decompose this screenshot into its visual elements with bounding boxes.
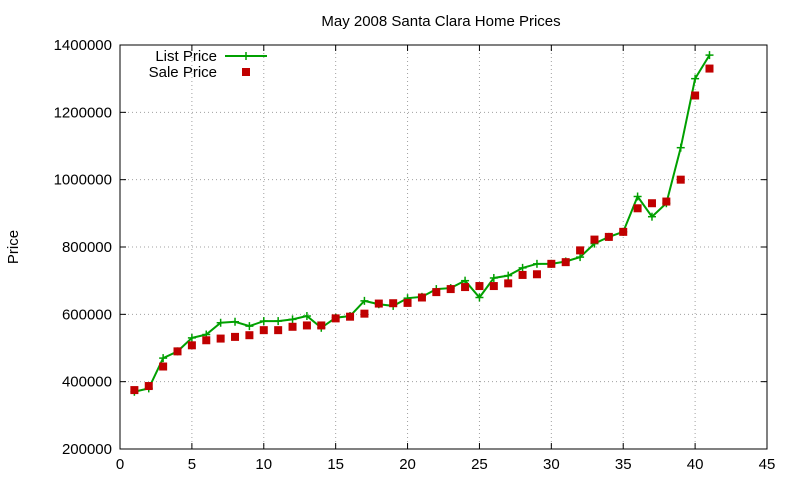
data-point <box>346 312 355 321</box>
data-point <box>504 279 513 288</box>
data-point <box>518 263 527 272</box>
data-point <box>475 293 484 302</box>
data-point <box>374 299 383 308</box>
y-tick-label: 1000000 <box>54 172 112 189</box>
data-point <box>647 212 656 221</box>
data-point <box>691 74 700 83</box>
data-point <box>432 288 441 297</box>
data-point <box>187 341 196 350</box>
data-point <box>461 283 470 292</box>
data-point <box>302 312 311 321</box>
data-point <box>633 192 642 201</box>
plot-frame <box>119 44 768 450</box>
data-point <box>475 282 484 291</box>
data-point <box>705 64 714 73</box>
y-axis-label: Price <box>5 230 22 264</box>
data-point <box>676 143 685 152</box>
data-point <box>705 51 714 60</box>
x-tick-label: 45 <box>759 456 776 473</box>
data-point <box>576 246 585 255</box>
data-point <box>159 354 168 363</box>
legend-label: Sale Price <box>149 64 217 81</box>
data-point <box>288 322 297 331</box>
data-point <box>676 175 685 184</box>
series-list-price <box>130 51 714 396</box>
data-point <box>489 273 498 282</box>
data-point <box>518 270 527 279</box>
data-point <box>504 271 513 280</box>
data-point <box>173 347 182 356</box>
data-point <box>202 336 211 345</box>
data-point <box>576 253 585 262</box>
data-point <box>245 331 254 340</box>
data-point <box>159 362 168 371</box>
data-point <box>144 382 153 391</box>
y-tick-label: 1400000 <box>54 37 112 54</box>
data-point <box>389 299 398 308</box>
data-point <box>403 298 412 307</box>
x-tick-label: 35 <box>615 456 632 473</box>
x-tick-label: 5 <box>188 456 196 473</box>
data-point <box>532 270 541 279</box>
y-tick-label: 400000 <box>62 374 112 391</box>
x-tick-label: 40 <box>687 456 704 473</box>
legend-label: List Price <box>155 48 217 65</box>
x-tick-label: 10 <box>255 456 272 473</box>
data-point <box>245 322 254 331</box>
data-point <box>259 326 268 335</box>
x-tick-label: 20 <box>399 456 416 473</box>
series <box>130 51 714 396</box>
data-point <box>302 321 311 330</box>
data-point <box>274 317 283 326</box>
data-point <box>259 317 268 326</box>
data-point <box>662 197 671 206</box>
data-point <box>547 259 556 268</box>
y-tick-label: 600000 <box>62 306 112 323</box>
data-point <box>489 282 498 291</box>
grid <box>120 45 767 449</box>
data-point <box>360 309 369 318</box>
data-point <box>417 293 426 302</box>
y-tick-label: 200000 <box>62 441 112 458</box>
data-point <box>532 259 541 268</box>
x-tick-label: 0 <box>116 456 124 473</box>
data-point <box>691 91 700 100</box>
x-tick-label: 15 <box>327 456 344 473</box>
chart-title: May 2008 Santa Clara Home Prices <box>321 13 560 30</box>
data-point <box>590 235 599 244</box>
data-point <box>231 332 240 341</box>
y-tick-label: 1200000 <box>54 104 112 121</box>
data-point <box>274 326 283 335</box>
data-point <box>604 232 613 241</box>
y-tick-label: 800000 <box>62 239 112 256</box>
data-point <box>216 334 225 343</box>
data-point <box>216 318 225 327</box>
data-point <box>317 321 326 330</box>
data-point <box>187 333 196 342</box>
data-point <box>360 296 369 305</box>
axis-ticks: 0 5 10 15 20 25 30 35 40 45 200000 400000 600000 8000… <box>54 37 776 473</box>
data-point <box>130 386 139 395</box>
legend-marker <box>242 68 250 76</box>
data-point <box>561 258 570 267</box>
data-point <box>633 204 642 213</box>
x-tick-label: 30 <box>543 456 560 473</box>
data-point <box>331 314 340 323</box>
data-point <box>231 317 240 326</box>
data-point <box>288 315 297 324</box>
data-point <box>446 285 455 294</box>
data-point <box>647 199 656 208</box>
legend-marker <box>242 52 250 60</box>
series-sale-price <box>130 64 714 395</box>
data-point <box>619 227 628 236</box>
x-tick-label: 25 <box>471 456 488 473</box>
